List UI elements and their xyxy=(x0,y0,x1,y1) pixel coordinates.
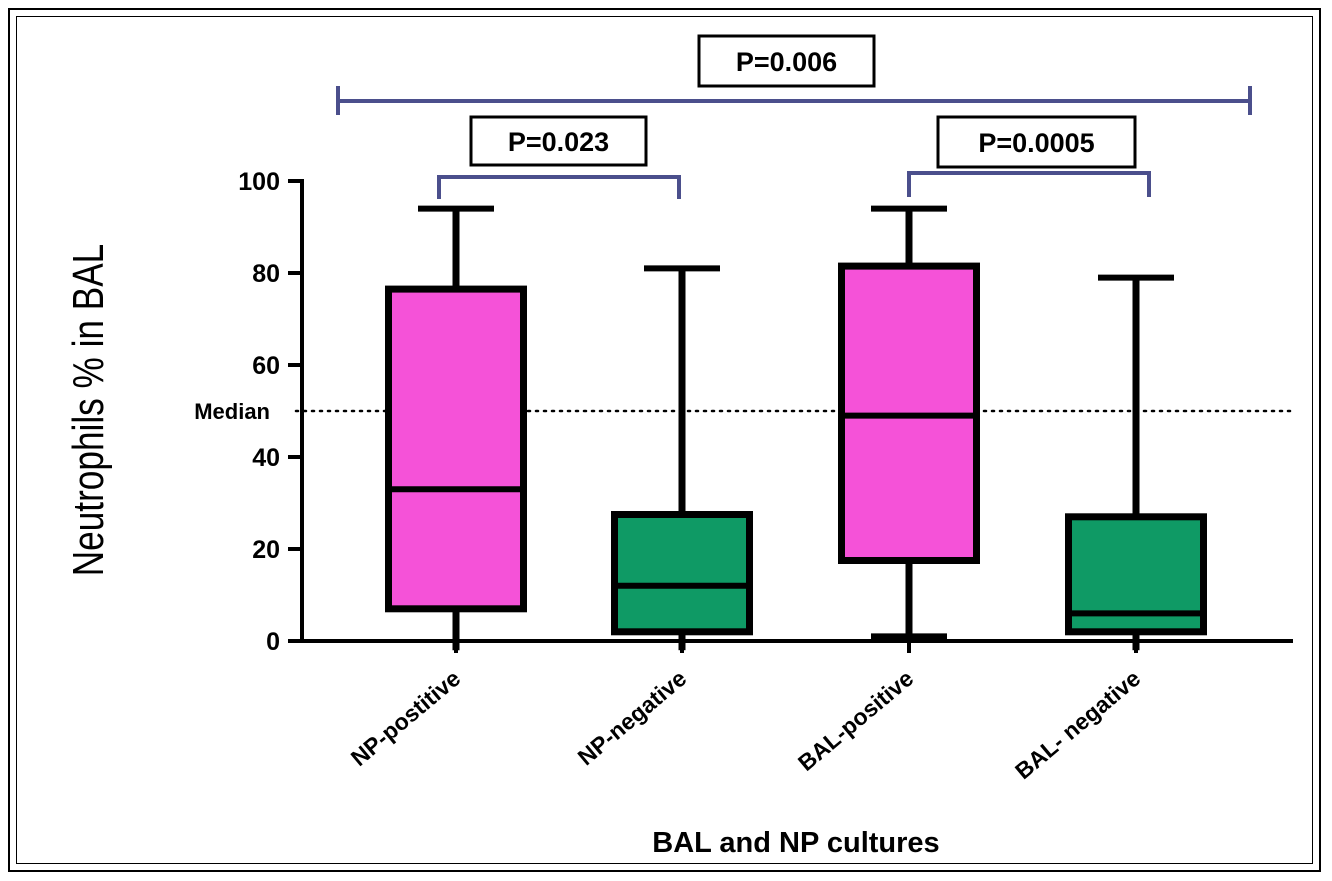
x-category-label: BAL- negative xyxy=(1010,665,1145,784)
p-value-box xyxy=(697,34,876,88)
p-value-label: P=0.0005 xyxy=(978,128,1094,158)
interquartile-box xyxy=(611,511,753,636)
comparison-bracket-1: P=0.023 xyxy=(437,115,681,199)
box-4 xyxy=(1065,274,1207,651)
y-tick-label: 40 xyxy=(252,444,280,472)
median-reference-label: Median xyxy=(194,399,270,424)
bracket-line xyxy=(907,171,1151,197)
x-category-label: NP-postitive xyxy=(346,665,466,771)
x-axis-label: BAL and NP cultures xyxy=(652,827,939,859)
y-tick-label: 100 xyxy=(238,168,280,196)
y-tick-label: 60 xyxy=(252,352,280,380)
comparison-bracket-3: P=0.006 xyxy=(336,34,1252,115)
box-2 xyxy=(611,265,753,651)
bracket-line xyxy=(437,175,681,199)
p-value-box xyxy=(469,115,648,167)
p-value-box xyxy=(936,115,1137,169)
comparison-bracket-2: P=0.0005 xyxy=(907,115,1151,197)
p-value-label: P=0.006 xyxy=(736,47,837,77)
box-3 xyxy=(838,205,980,640)
p-value-label: P=0.023 xyxy=(508,127,609,157)
x-category-label: NP-negative xyxy=(573,665,692,770)
interquartile-box xyxy=(385,285,527,613)
y-tick-label: 80 xyxy=(252,260,280,288)
y-axis-label: Neutrophils % in BAL xyxy=(64,244,113,576)
x-category-label: BAL-positive xyxy=(793,665,918,776)
figure-inner-border xyxy=(16,16,1313,864)
y-tick-label: 20 xyxy=(252,536,280,564)
box-1 xyxy=(385,205,527,651)
y-tick-label: 0 xyxy=(266,628,280,656)
